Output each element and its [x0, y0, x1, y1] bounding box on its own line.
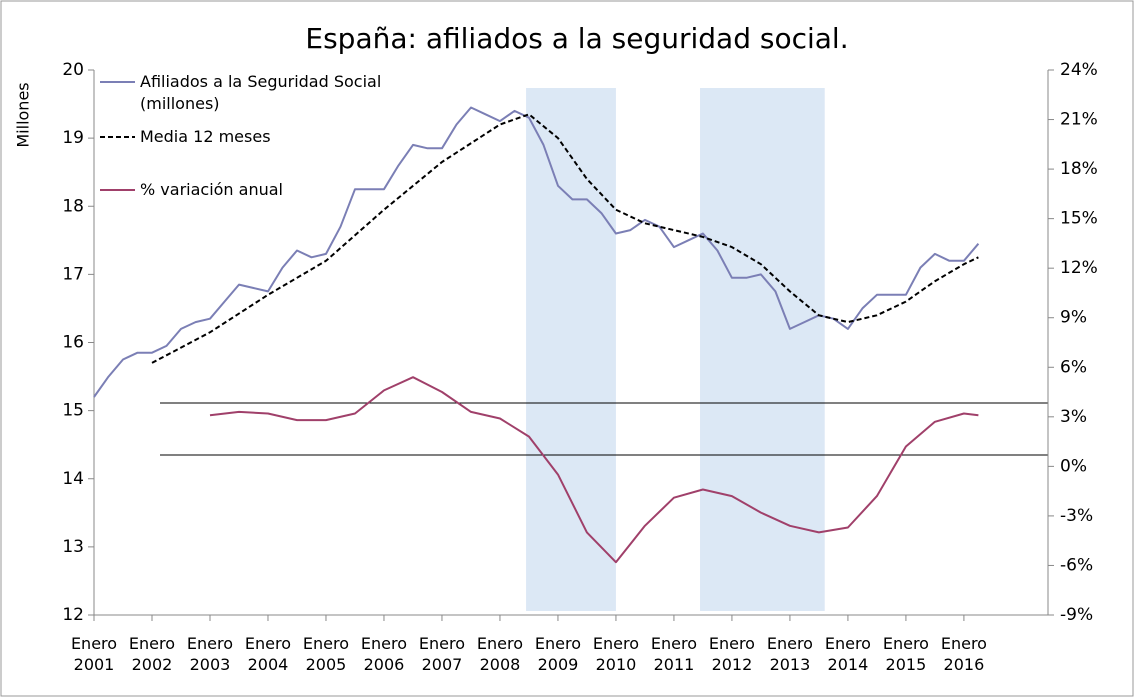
x-tick-label: Enero 2016: [940, 634, 987, 674]
y-tick-label: 16: [62, 333, 84, 353]
y-tick-label: 12: [62, 605, 84, 625]
y2-tick-label: 21%: [1060, 110, 1098, 130]
x-tick-label: Enero 2014: [824, 634, 871, 674]
x-tick-label: Enero 2013: [766, 634, 813, 674]
legend-label: Media 12 meses: [140, 127, 271, 146]
y-axis-title: Millones: [14, 82, 33, 147]
x-tick-label: Enero 2004: [244, 634, 292, 674]
y-tick-label: 18: [62, 196, 84, 216]
chart-title: España: afiliados a la seguridad social.: [305, 22, 848, 55]
x-tick-label: Enero 2008: [476, 634, 523, 674]
series-line: [93, 106, 980, 398]
shading: [526, 88, 825, 611]
y2-tick-label: 18%: [1060, 159, 1098, 179]
x-tick-label: Enero 2001: [70, 634, 118, 674]
y-tick-label: 13: [62, 537, 84, 557]
y-tick-label: 20: [62, 60, 84, 80]
y2-tick-label: 12%: [1060, 258, 1098, 278]
y2-tick-label: -9%: [1060, 605, 1093, 625]
x-tick-label: Enero 2010: [592, 634, 639, 674]
y-tick-label: 17: [62, 264, 84, 284]
shaded-period: [526, 88, 616, 611]
series-line: [151, 113, 979, 364]
y2-tick-label: 3%: [1060, 407, 1087, 427]
legend-label: Afiliados a la Seguridad Social (millone…: [140, 72, 382, 113]
x-tick-label: Enero 2003: [186, 634, 234, 674]
y2-tick-label: -6%: [1060, 555, 1093, 575]
series-line: [209, 376, 979, 564]
y2-tick-label: 24%: [1060, 60, 1098, 80]
x-tick-label: Enero 2011: [650, 634, 697, 674]
y2-tick-label: 9%: [1060, 308, 1087, 328]
y-tick-label: 19: [62, 128, 84, 148]
x-tick-label: Enero 2005: [302, 634, 350, 674]
x-tick-label: Enero 2012: [708, 634, 755, 674]
y-tick-label: 15: [62, 401, 84, 421]
y-tick-label: 14: [62, 469, 84, 489]
y2-tick-label: 15%: [1060, 209, 1098, 229]
x-tick-label: Enero 2009: [534, 634, 581, 674]
x-tick-label: Enero 2007: [418, 634, 465, 674]
x-tick-label: Enero 2002: [128, 634, 176, 674]
y2-tick-label: 0%: [1060, 456, 1087, 476]
shaded-period: [700, 88, 825, 611]
x-tick-label: Enero 2006: [360, 634, 408, 674]
x-tick-label: Enero 2015: [882, 634, 929, 674]
legend-label: % variación anual: [140, 180, 283, 199]
y2-tick-label: -3%: [1060, 506, 1093, 526]
y2-tick-label: 6%: [1060, 357, 1087, 377]
